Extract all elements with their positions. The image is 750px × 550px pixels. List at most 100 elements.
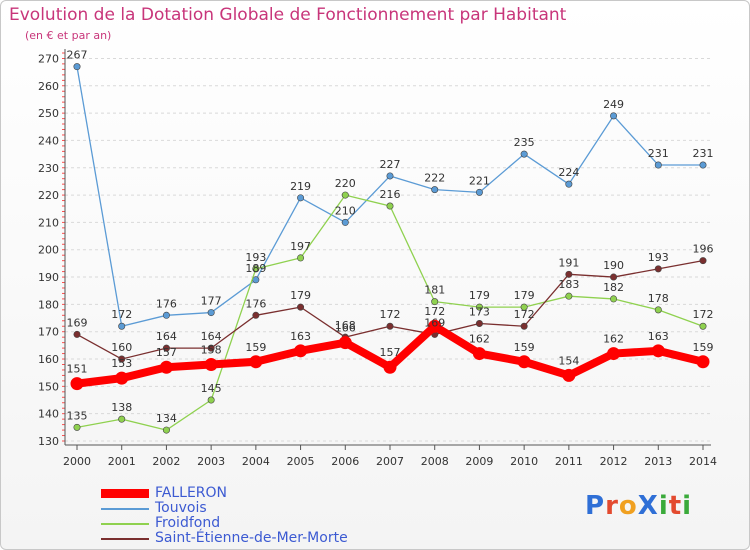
data-point <box>118 322 126 330</box>
y-tick-label: 140 <box>38 408 59 421</box>
x-tick-label: 2010 <box>510 455 538 468</box>
data-label: 216 <box>380 188 401 201</box>
data-point <box>472 347 486 361</box>
data-label: 231 <box>693 147 714 160</box>
data-label: 179 <box>514 289 535 302</box>
y-tick-label: 210 <box>38 216 59 229</box>
data-label: 163 <box>290 330 311 343</box>
data-label: 220 <box>335 177 356 190</box>
data-point <box>70 377 84 391</box>
data-label: 159 <box>514 341 535 354</box>
legend-label-touvois: Touvois <box>155 500 207 516</box>
data-label: 196 <box>693 243 714 256</box>
data-label: 159 <box>245 341 266 354</box>
data-label: 134 <box>156 412 177 425</box>
data-label: 235 <box>514 136 535 149</box>
data-point <box>118 415 126 423</box>
x-tick-label: 2004 <box>242 455 270 468</box>
legend-label-falleron: FALLERON <box>155 485 228 501</box>
data-point <box>383 360 397 374</box>
data-label: 163 <box>648 330 669 343</box>
y-tick-label: 160 <box>38 353 59 366</box>
data-label: 190 <box>603 259 624 272</box>
data-label: 183 <box>558 278 579 291</box>
data-point <box>294 344 308 358</box>
data-label: 176 <box>156 297 177 310</box>
x-tick-label: 2002 <box>152 455 180 468</box>
y-tick-label: 150 <box>38 380 59 393</box>
data-point <box>610 295 618 303</box>
data-point <box>610 112 618 120</box>
data-point <box>520 303 528 311</box>
data-point <box>297 303 305 311</box>
logo-letter: t <box>668 491 683 521</box>
legend-swatch-touvois <box>101 508 149 510</box>
data-point <box>475 188 483 196</box>
chart-subtitle: (en € et par an) <box>25 29 112 42</box>
data-point <box>338 336 352 350</box>
data-point <box>297 254 305 262</box>
x-tick-label: 2008 <box>421 455 449 468</box>
x-tick-label: 2012 <box>600 455 628 468</box>
y-tick-label: 240 <box>38 134 59 147</box>
data-label: 181 <box>424 284 445 297</box>
x-tick-label: 2000 <box>63 455 91 468</box>
data-label: 162 <box>469 333 490 346</box>
data-label: 210 <box>335 204 356 217</box>
logo-letter: i <box>682 491 693 521</box>
x-tick-label: 2013 <box>644 455 672 468</box>
data-label: 221 <box>469 174 490 187</box>
data-label: 179 <box>290 289 311 302</box>
data-label: 189 <box>245 262 266 275</box>
data-point <box>297 194 305 202</box>
y-tick-label: 270 <box>38 52 59 65</box>
data-point <box>517 355 531 369</box>
data-point <box>654 306 662 314</box>
data-point <box>252 265 260 273</box>
data-point <box>162 344 170 352</box>
logo-letter: P <box>585 491 606 521</box>
data-label: 157 <box>156 346 177 359</box>
data-label: 135 <box>67 409 88 422</box>
data-point <box>207 396 215 404</box>
data-label: 151 <box>67 363 88 376</box>
data-label: 168 <box>335 319 356 332</box>
data-point <box>207 309 215 317</box>
data-label: 178 <box>648 292 669 305</box>
y-tick-label: 230 <box>38 162 59 175</box>
y-tick-label: 250 <box>38 107 59 120</box>
y-tick-label: 180 <box>38 298 59 311</box>
data-label: 145 <box>201 382 222 395</box>
data-label: 164 <box>201 330 222 343</box>
x-tick-label: 2001 <box>108 455 136 468</box>
data-label: 172 <box>380 308 401 321</box>
x-tick-label: 2005 <box>287 455 315 468</box>
proxiti-logo: ProXiti <box>585 491 692 521</box>
data-label: 172 <box>514 308 535 321</box>
y-tick-label: 190 <box>38 271 59 284</box>
x-tick-label: 2009 <box>465 455 493 468</box>
data-point <box>386 202 394 210</box>
logo-letter: r <box>605 491 619 521</box>
x-tick-label: 2003 <box>197 455 225 468</box>
data-point <box>475 303 483 311</box>
data-label: 219 <box>290 180 311 193</box>
data-point <box>118 355 126 363</box>
data-point <box>562 368 576 382</box>
data-label: 153 <box>111 357 132 370</box>
data-label: 159 <box>693 341 714 354</box>
data-label: 154 <box>558 354 579 367</box>
y-tick-label: 220 <box>38 189 59 202</box>
data-point <box>204 357 218 371</box>
data-label: 231 <box>648 147 669 160</box>
data-point <box>431 186 439 194</box>
data-label: 157 <box>380 346 401 359</box>
data-point <box>249 355 263 369</box>
data-label: 172 <box>693 308 714 321</box>
data-label: 166 <box>335 322 356 335</box>
legend-swatch-saint-etienne <box>101 538 149 540</box>
data-label: 169 <box>67 316 88 329</box>
legend-swatch-falleron <box>101 489 149 498</box>
data-point <box>386 322 394 330</box>
